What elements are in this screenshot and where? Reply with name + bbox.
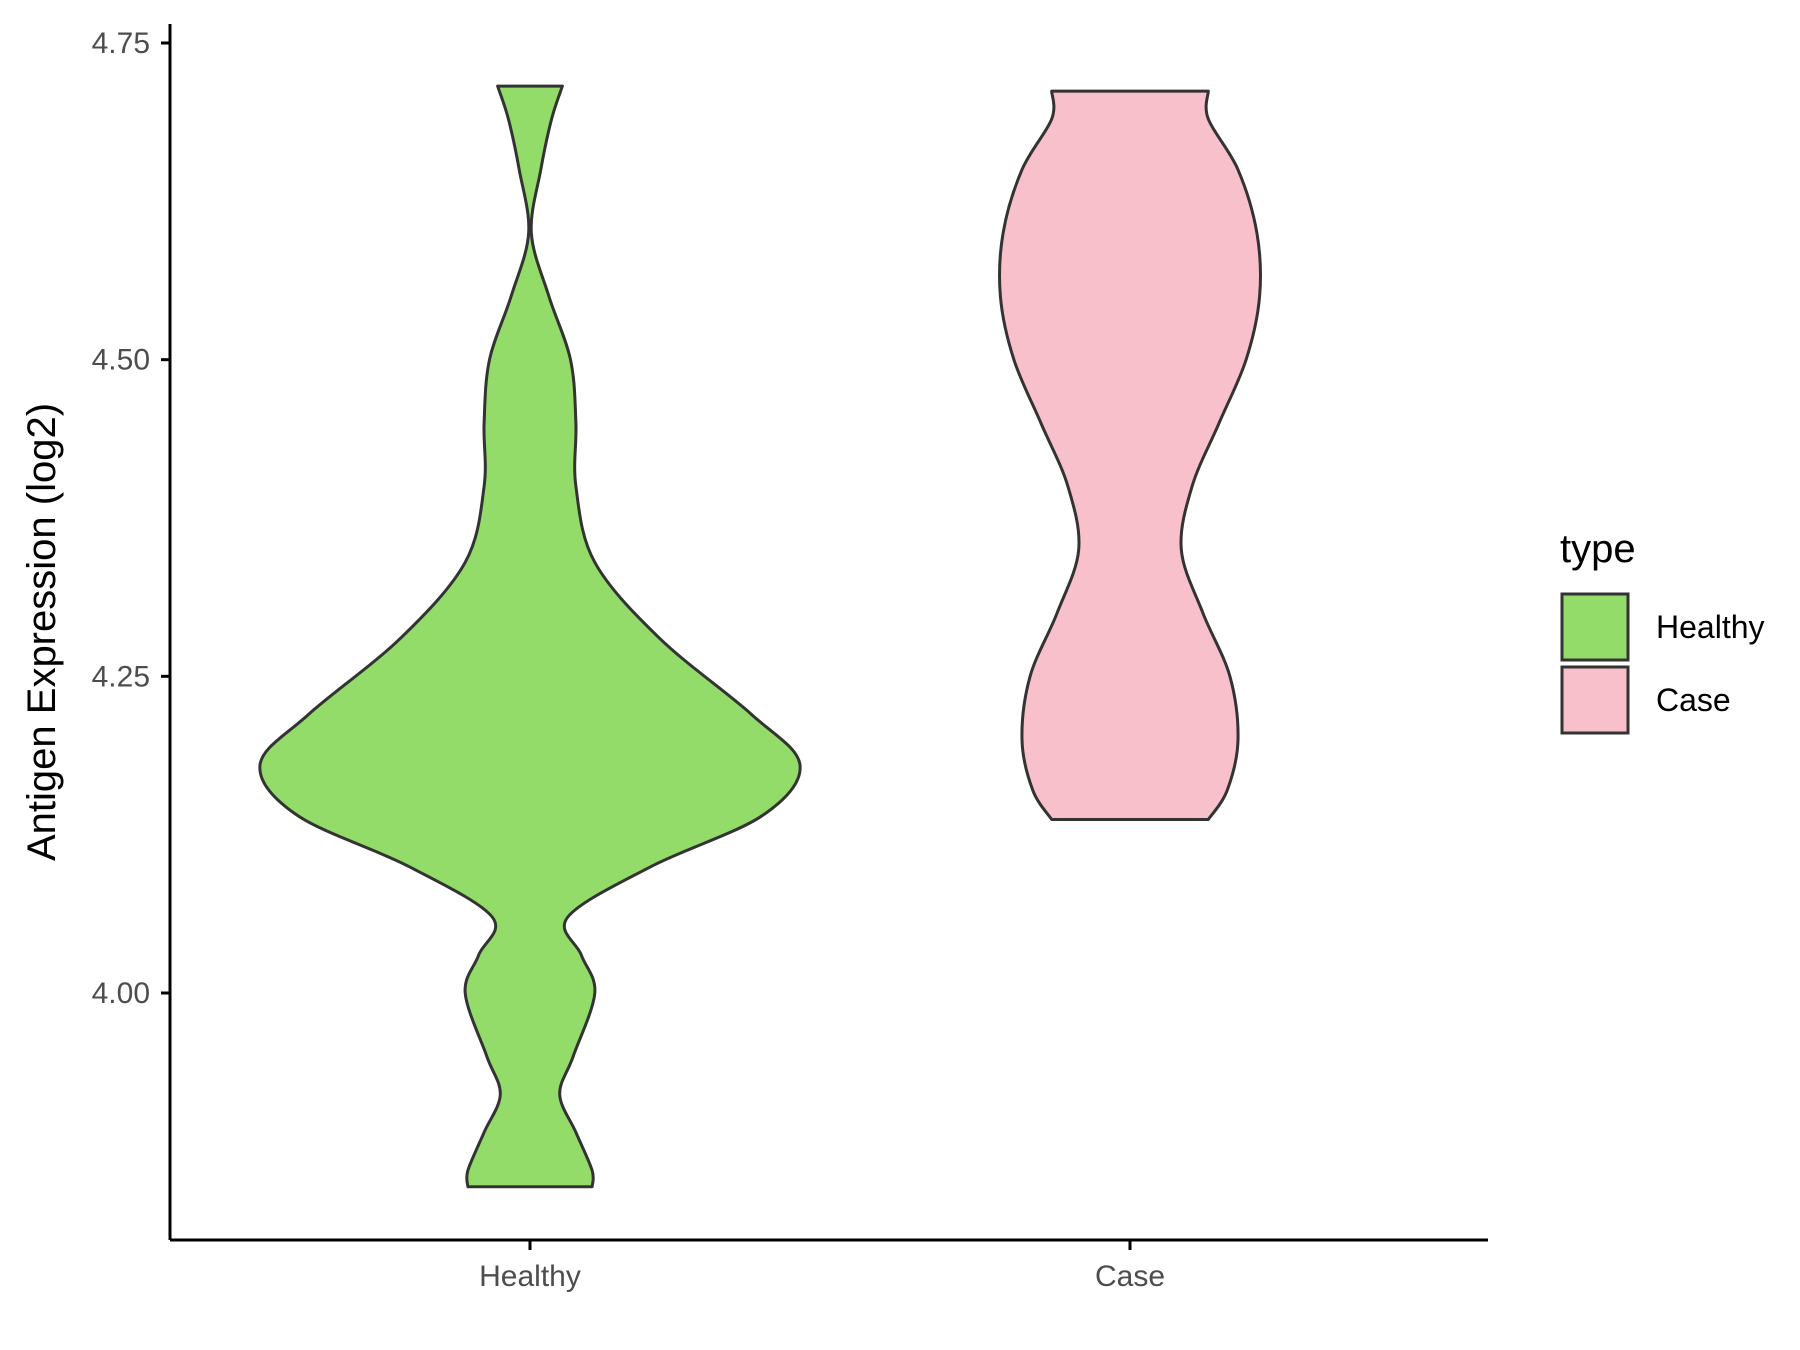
legend: type Healthy Case: [1560, 527, 1765, 735]
y-axis-ticks: 4.00 4.25 4.50 4.75: [92, 27, 170, 1010]
violin-layer: [258, 84, 1262, 1189]
x-axis-ticks: Healthy Case: [479, 1240, 1165, 1293]
legend-label-healthy: Healthy: [1656, 609, 1765, 645]
y-tick-label: 4.75: [92, 27, 150, 60]
y-tick-label: 4.50: [92, 344, 150, 377]
legend-label-case: Case: [1656, 682, 1731, 718]
legend-swatch-healthy: [1560, 592, 1630, 662]
legend-swatch-case: [1560, 665, 1630, 735]
y-tick-label: 4.25: [92, 660, 150, 693]
y-axis-title: Antigen Expression (log2): [20, 403, 64, 861]
y-tick-label: 4.00: [92, 977, 150, 1010]
x-tick-label-healthy: Healthy: [479, 1260, 581, 1293]
x-tick-label-case: Case: [1095, 1260, 1165, 1293]
legend-title: type: [1560, 527, 1636, 571]
violin-healthy: [258, 84, 802, 1189]
violin-case: [998, 89, 1262, 821]
